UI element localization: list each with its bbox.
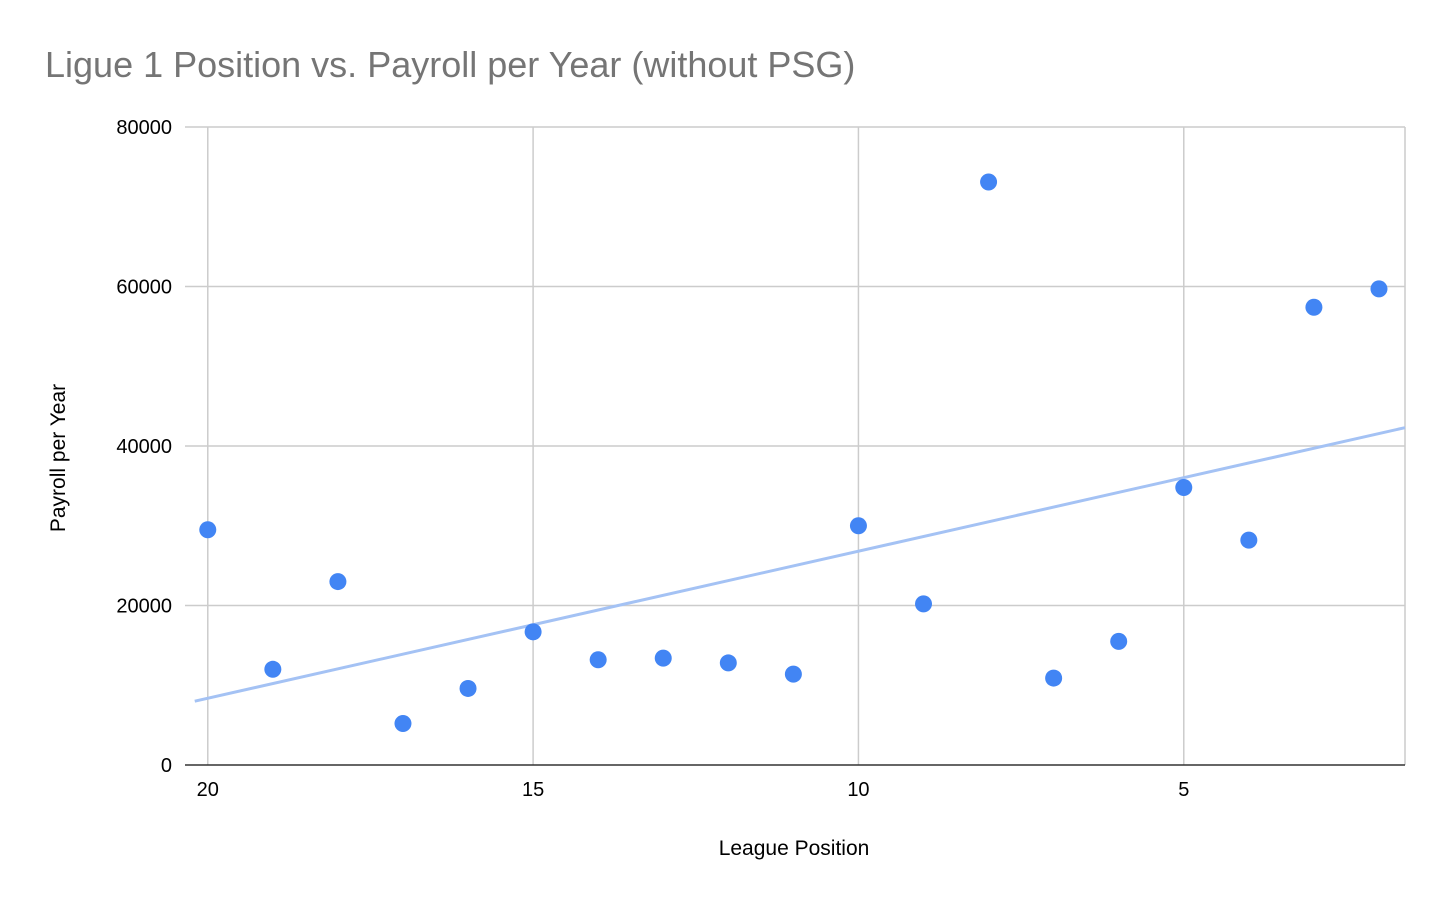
data-point [980, 173, 998, 191]
data-point [1370, 280, 1388, 298]
data-point [1175, 478, 1193, 496]
chart-title: Ligue 1 Position vs. Payroll per Year (w… [45, 44, 855, 85]
data-point [1110, 632, 1128, 650]
x-tick-label: 5 [1178, 779, 1189, 801]
data-point [915, 595, 933, 613]
y-axis-ticks: 0 20000 40000 60000 80000 [116, 117, 172, 777]
x-tick-label: 20 [197, 779, 219, 801]
data-point [524, 623, 542, 641]
trendline-group [194, 426, 1406, 703]
trendline [194, 426, 1406, 703]
grid-lines [185, 126, 1406, 765]
data-point [654, 649, 672, 667]
y-tick-label: 0 [161, 755, 172, 777]
x-axis-label: League Position [719, 837, 870, 860]
data-point [1240, 531, 1258, 549]
data-point [589, 651, 607, 669]
x-axis-ticks: 20 15 10 5 [197, 779, 1190, 801]
y-tick-label: 40000 [116, 436, 172, 458]
data-point [849, 517, 867, 535]
data-point [1305, 298, 1323, 316]
data-point [784, 665, 802, 683]
y-axis-label: Payroll per Year [47, 384, 70, 532]
y-tick-label: 60000 [116, 277, 172, 299]
data-point [719, 654, 737, 672]
data-point [199, 521, 217, 539]
data-point [394, 715, 412, 733]
x-tick-label: 15 [522, 779, 544, 801]
x-tick-label: 10 [847, 779, 869, 801]
data-point [459, 679, 477, 697]
data-point [329, 573, 347, 591]
y-tick-label: 20000 [116, 596, 172, 618]
data-point [1045, 669, 1063, 687]
data-point [264, 660, 282, 678]
y-tick-label: 80000 [116, 117, 172, 139]
data-points [199, 173, 1388, 733]
